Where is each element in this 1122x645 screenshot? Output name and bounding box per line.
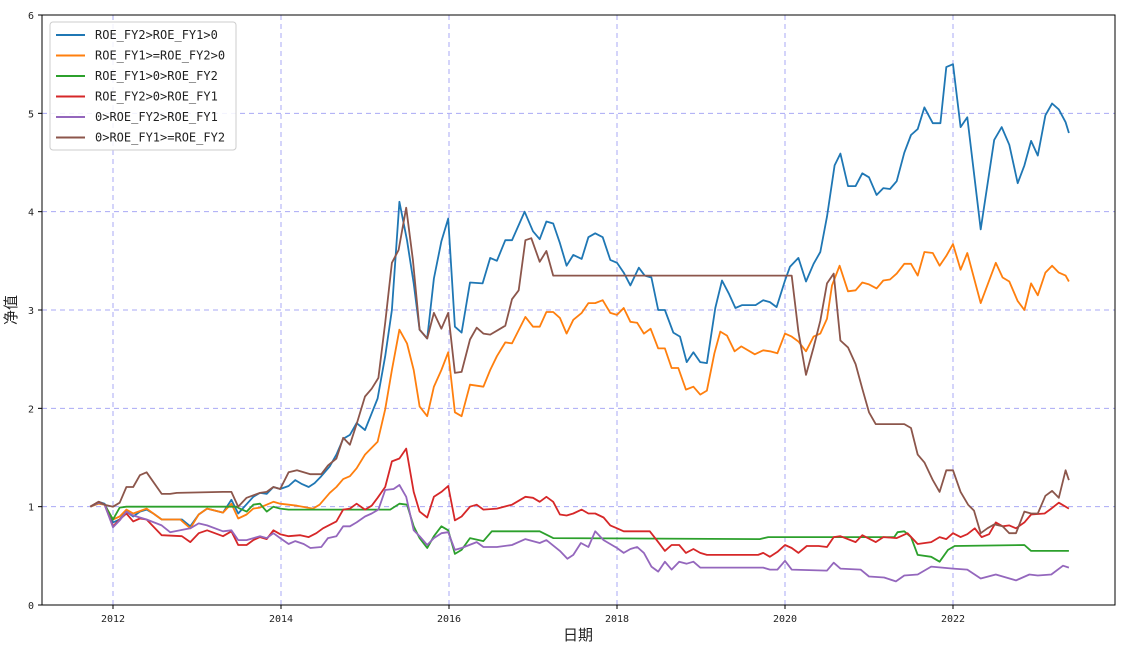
x-tick-label: 2012 [101, 614, 125, 625]
legend-label: 0>ROE_FY2>ROE_FY1 [95, 110, 218, 124]
y-tick-label: 1 [28, 503, 34, 514]
y-tick-label: 5 [28, 109, 34, 120]
x-tick-label: 2022 [941, 614, 965, 625]
grid-lines [42, 15, 1115, 605]
x-tick-label: 2016 [437, 614, 461, 625]
legend-label: 0>ROE_FY1>=ROE_FY2 [95, 131, 225, 145]
x-tick-label: 2014 [269, 614, 293, 625]
series-line-roe-fy1-roe-fy2-0 [89, 243, 1070, 530]
x-tick-label: 2018 [605, 614, 629, 625]
series-lines [89, 63, 1070, 583]
legend-label: ROE_FY1>=ROE_FY2>0 [95, 49, 225, 63]
series-line-roe-fy1-0-roe-fy2 [89, 501, 1069, 563]
series-line-roe-fy2-roe-fy1-0 [89, 63, 1070, 528]
x-tick-label: 2020 [773, 614, 797, 625]
y-tick-label: 0 [28, 601, 34, 612]
legend-label: ROE_FY1>0>ROE_FY2 [95, 69, 218, 83]
y-axis-label: 净值 [2, 295, 20, 325]
y-tick-label: 3 [28, 306, 34, 317]
y-axis-ticks: 0 1 2 3 4 5 6 [28, 11, 42, 612]
series-line-0-roe-fy2-roe-fy1 [89, 484, 1070, 583]
legend-label: ROE_FY2>0>ROE_FY1 [95, 90, 218, 104]
y-tick-label: 4 [28, 208, 34, 219]
series-line-roe-fy2-0-roe-fy1 [89, 447, 1070, 558]
y-tick-label: 2 [28, 404, 34, 415]
y-tick-label: 6 [28, 11, 34, 22]
x-axis-label: 日期 [563, 626, 593, 644]
x-axis-ticks: 2012 2014 2016 2018 2020 2022 [101, 605, 965, 625]
legend: ROE_FY2>ROE_FY1>0 ROE_FY1>=ROE_FY2>0 ROE_F… [49, 21, 237, 151]
legend-box [49, 21, 237, 151]
legend-label: ROE_FY2>ROE_FY1>0 [95, 28, 218, 42]
series-line-0-roe-fy1-roe-fy2 [89, 206, 1070, 535]
